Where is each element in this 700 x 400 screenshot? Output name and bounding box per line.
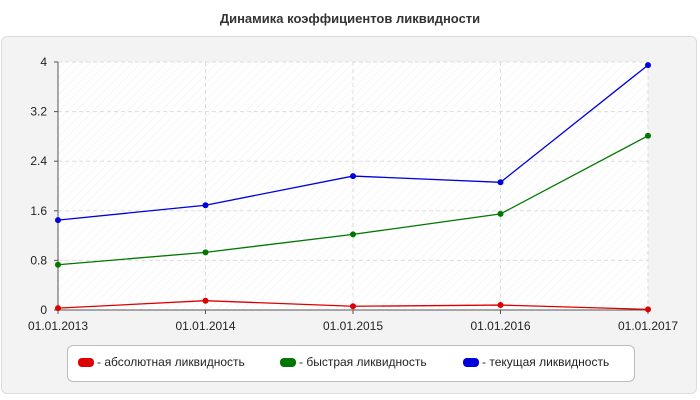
- data-point-1: [202, 249, 209, 256]
- legend-item-quick[interactable]: - быстрая ликвидность: [280, 355, 427, 369]
- data-point-1: [645, 132, 651, 139]
- legend-label-quick: - быстрая ликвидность: [299, 355, 427, 369]
- y-tick-label: 2.4: [30, 154, 47, 168]
- data-point-2: [202, 202, 209, 209]
- legend-label-absolute: - абсолютная ликвидность: [97, 355, 245, 369]
- tick-labels: 0 0.8 1.6 2.4 3.2 4 01.01.2013 01.01.2014 01.01.…: [28, 55, 678, 333]
- y-tick-label: 0: [40, 303, 47, 317]
- data-point-1: [350, 231, 356, 238]
- data-point-2: [645, 62, 651, 69]
- x-tick-label: 01.01.2015: [323, 319, 383, 333]
- x-tick-label: 01.01.2017: [618, 319, 678, 333]
- legend-swatch-absolute: [78, 357, 94, 367]
- legend-item-current[interactable]: - текущая ликвидность: [463, 355, 609, 369]
- x-tick-label: 01.01.2014: [175, 319, 235, 333]
- data-point-0: [350, 303, 356, 310]
- x-tick-label: 01.01.2013: [28, 319, 88, 333]
- data-point-1: [497, 210, 504, 217]
- legend: - абсолютная ликвидность - быстрая ликви…: [67, 345, 635, 382]
- legend-label-current: - текущая ликвидность: [482, 355, 610, 369]
- y-tick-label: 0.8: [30, 253, 47, 267]
- data-point-0: [497, 302, 504, 309]
- axes: [54, 61, 649, 314]
- x-tick-label: 01.01.2016: [470, 319, 530, 333]
- data-point-0: [202, 297, 209, 304]
- y-tick-label: 3.2: [30, 105, 47, 119]
- chart-title: Динамика коэффициентов ликвидности: [219, 11, 481, 26]
- data-point-2: [55, 217, 61, 224]
- legend-item-absolute[interactable]: - абсолютная ликвидность: [78, 355, 245, 369]
- y-tick-label: 4: [40, 55, 47, 69]
- series-lines: [55, 62, 651, 313]
- data-point-2: [350, 173, 356, 180]
- data-point-0: [645, 306, 651, 313]
- data-point-2: [497, 179, 504, 186]
- legend-swatch-current: [463, 357, 479, 367]
- y-tick-label: 1.6: [30, 204, 47, 218]
- legend-swatch-quick: [280, 357, 296, 367]
- data-point-1: [55, 261, 61, 268]
- data-point-0: [55, 305, 61, 312]
